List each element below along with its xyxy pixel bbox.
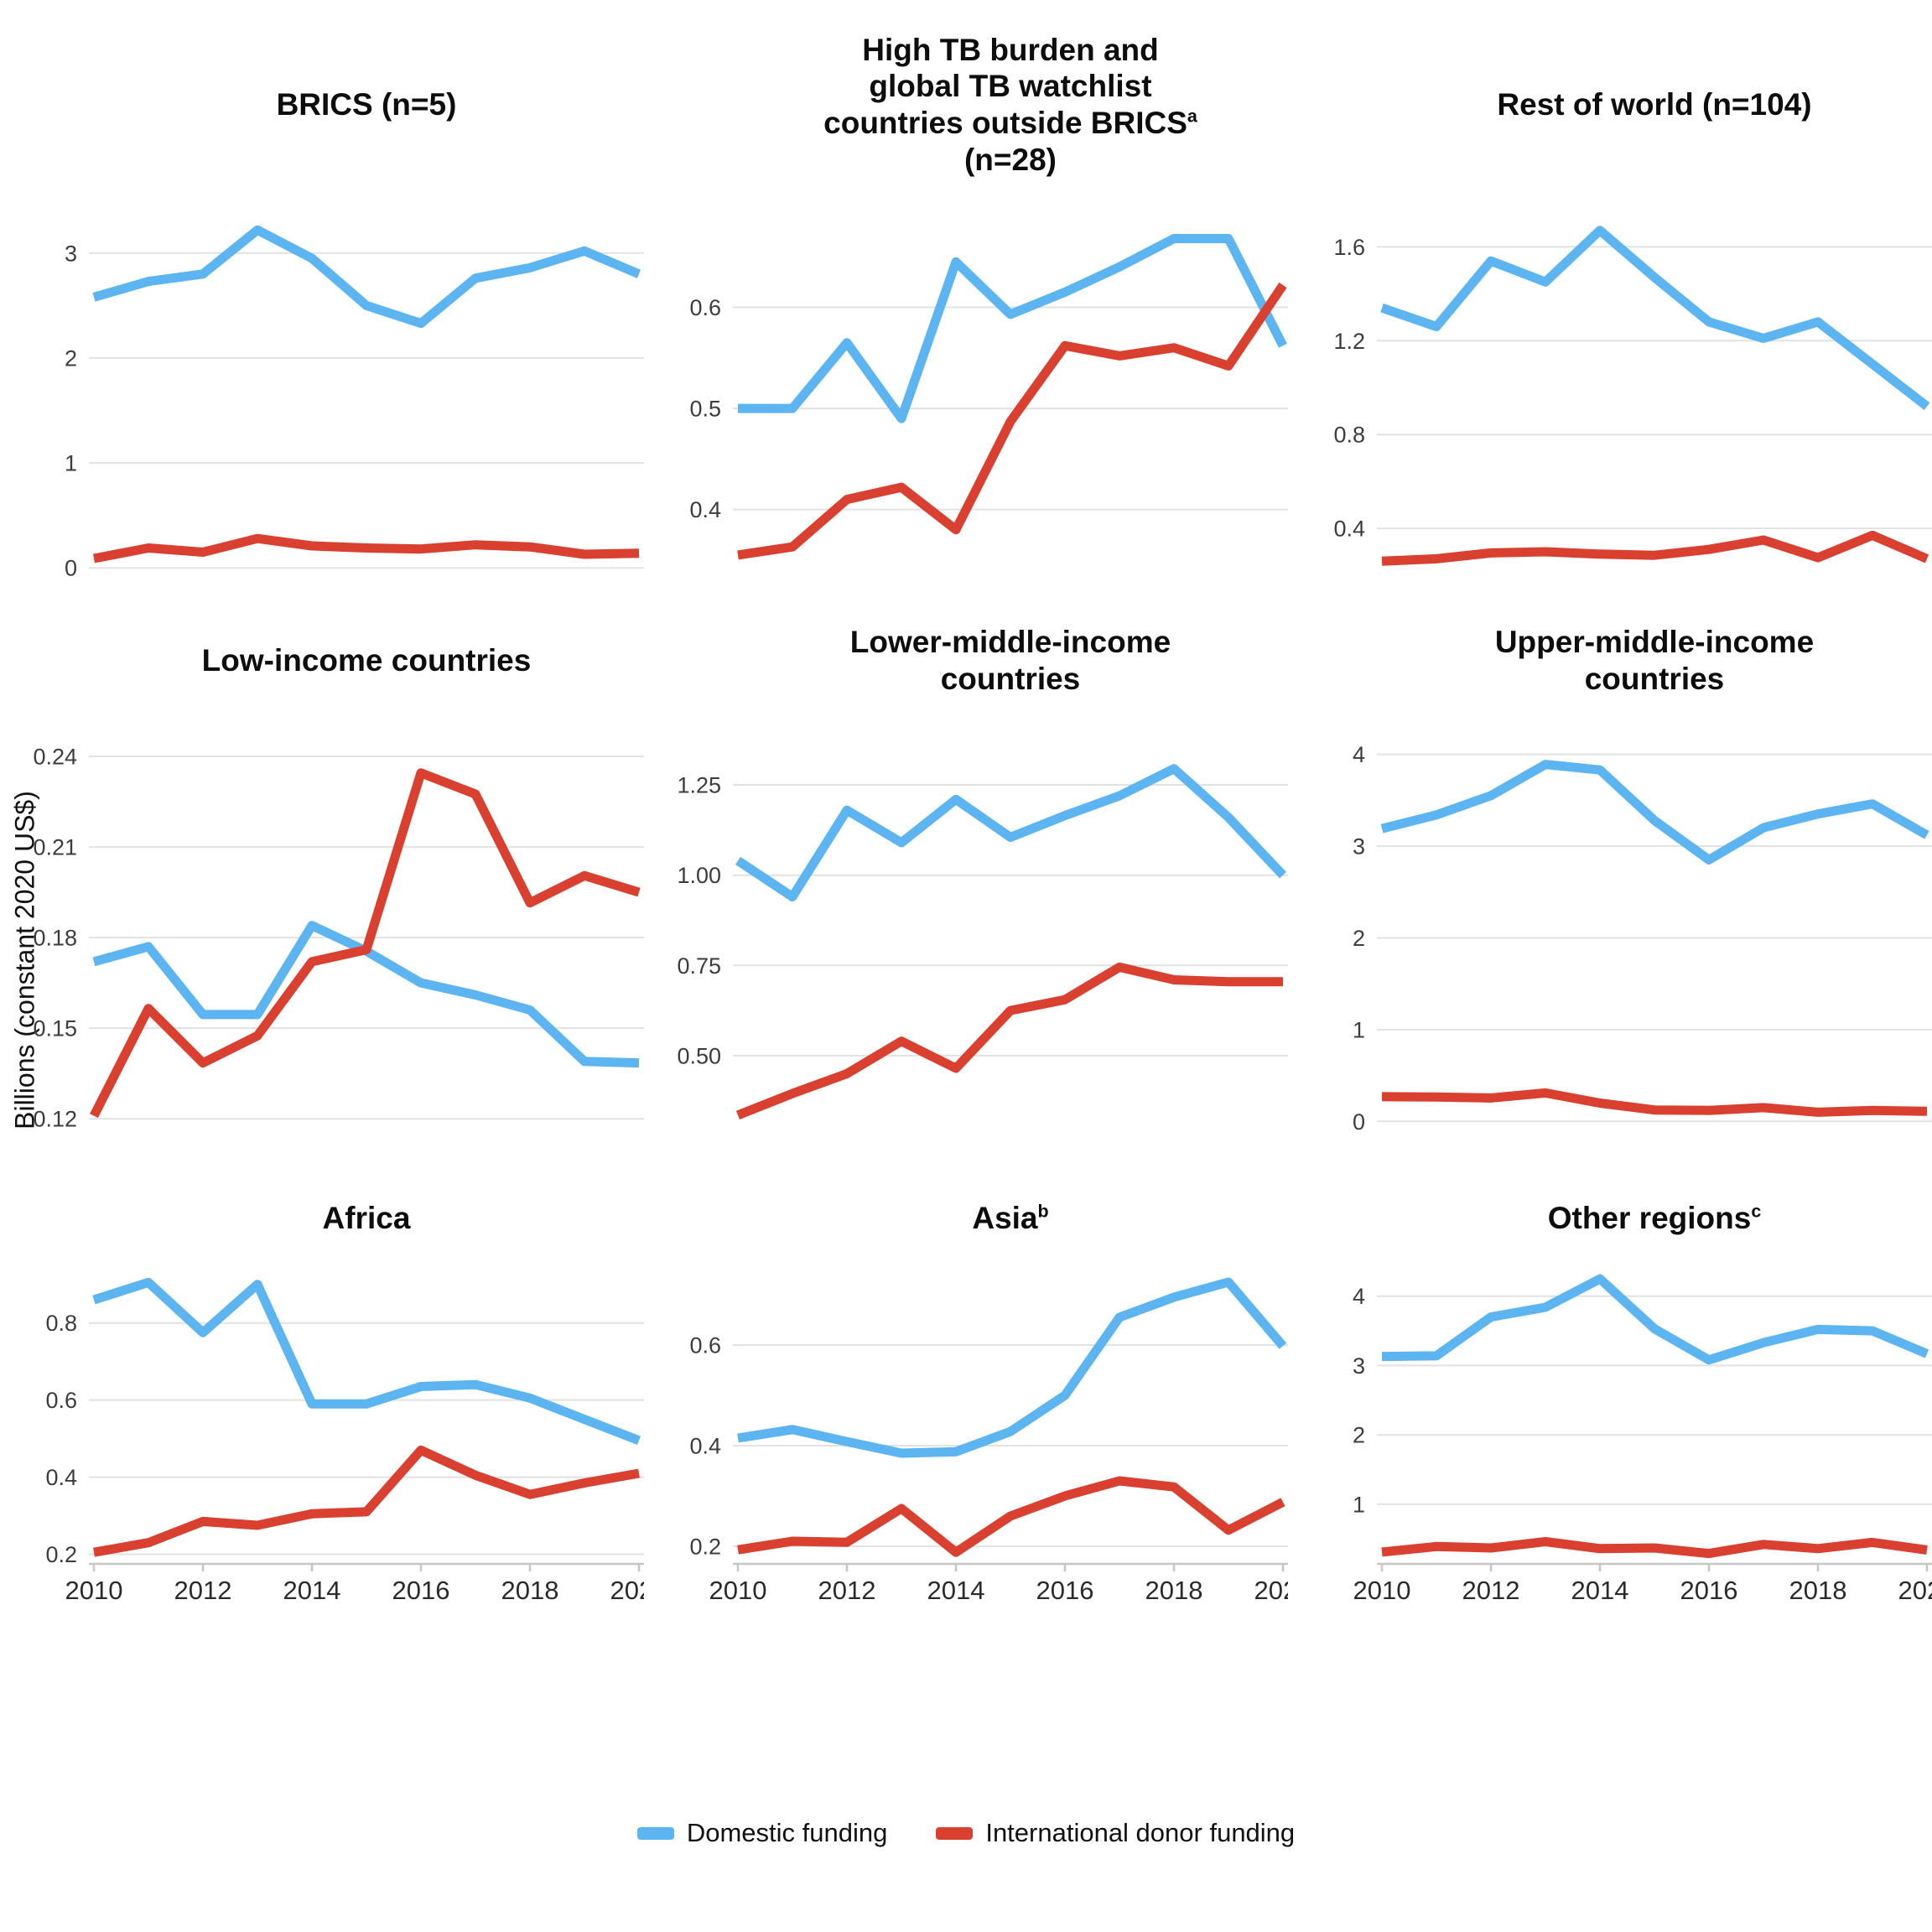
svg-text:1.2: 1.2 <box>1333 329 1365 354</box>
svg-text:0.5: 0.5 <box>689 397 721 422</box>
svg-text:0.21: 0.21 <box>33 835 77 860</box>
legend-item-domestic: Domestic funding <box>636 1818 888 1848</box>
svg-text:1: 1 <box>1353 1492 1365 1517</box>
svg-text:0.15: 0.15 <box>33 1016 77 1041</box>
svg-text:1.25: 1.25 <box>677 772 721 797</box>
svg-text:0.50: 0.50 <box>677 1043 721 1068</box>
chart-title: Lower-middle-income countries <box>849 624 1171 696</box>
svg-text:2020: 2020 <box>1898 1576 1932 1605</box>
chart-title: Africa <box>322 1201 411 1236</box>
chart-title: Asiab <box>972 1201 1049 1236</box>
svg-text:2010: 2010 <box>65 1576 123 1605</box>
svg-text:1.00: 1.00 <box>677 863 721 888</box>
svg-text:2012: 2012 <box>818 1576 876 1605</box>
panel-low-income: Low-income countries 0.12 0.15 0.18 0.21 0.2… <box>0 579 644 1132</box>
chart-title: High TB burden and global TB watchlist cou… <box>823 32 1197 177</box>
svg-text:2: 2 <box>1353 1423 1365 1448</box>
chart-title: Upper-middle-income countries <box>1494 624 1815 696</box>
svg-text:2016: 2016 <box>1680 1576 1738 1605</box>
chart-title: Rest of world (n=104) <box>1497 87 1812 122</box>
svg-text:2: 2 <box>65 345 77 371</box>
chart-plot: 0.2 0.4 0.6 2010 2012 2014 2016 2018 2020 <box>689 1277 1288 1605</box>
svg-text:2020: 2020 <box>610 1576 644 1605</box>
svg-text:2014: 2014 <box>927 1576 985 1605</box>
svg-text:0.2: 0.2 <box>45 1542 77 1567</box>
chart-plot: 0.4 0.8 1.2 1.6 <box>1333 226 1932 566</box>
svg-text:3: 3 <box>65 241 77 266</box>
svg-text:4: 4 <box>1353 742 1365 767</box>
svg-text:2018: 2018 <box>1789 1576 1847 1605</box>
svg-text:0.12: 0.12 <box>33 1107 77 1132</box>
svg-text:0.4: 0.4 <box>689 1433 721 1458</box>
svg-text:0.24: 0.24 <box>33 744 77 769</box>
svg-text:2012: 2012 <box>174 1576 232 1605</box>
chart-plot: 0.4 0.5 0.6 <box>689 234 1288 560</box>
panel-lower-middle-income: Lower-middle-income countries 0.50 0.75 1.0… <box>644 579 1288 1132</box>
legend-swatch-domestic-funding <box>636 1826 674 1840</box>
legend: Domestic funding International donor fun… <box>0 1818 1932 1848</box>
legend-item-donor: International donor funding <box>936 1818 1295 1848</box>
svg-text:0.6: 0.6 <box>45 1388 77 1413</box>
charts-grid: BRICS (n=5) 0 1 2 3 High TB burden and globa… <box>0 0 1932 1621</box>
svg-text:2018: 2018 <box>501 1576 559 1605</box>
svg-text:1: 1 <box>1353 1017 1365 1042</box>
svg-text:1: 1 <box>65 451 77 476</box>
svg-text:0.4: 0.4 <box>45 1465 77 1490</box>
svg-text:2014: 2014 <box>283 1576 341 1605</box>
legend-label-donor: International donor funding <box>985 1818 1296 1847</box>
svg-text:2016: 2016 <box>392 1576 450 1605</box>
panel-africa: Africa 0.2 0.4 0.6 0.8 2010 2012 2014 2016 2018 2… <box>0 1132 644 1621</box>
svg-text:1.6: 1.6 <box>1333 235 1365 260</box>
panel-upper-middle-income: Upper-middle-income countries 0 1 2 3 4 <box>1288 579 1932 1132</box>
chart-title: BRICS (n=5) <box>276 87 457 122</box>
panel-asia: Asiab 0.2 0.4 0.6 2010 2012 2014 2016 2018 2020 <box>644 1132 1288 1621</box>
svg-text:0.4: 0.4 <box>1333 517 1365 542</box>
chart-plot: 0.12 0.15 0.18 0.21 0.24 <box>33 744 644 1132</box>
svg-text:2: 2 <box>1353 926 1365 951</box>
panel-rest-of-world: Rest of world (n=104) 0.4 0.8 1.2 1.6 <box>1288 0 1932 579</box>
svg-text:0.75: 0.75 <box>677 953 721 979</box>
svg-text:0.6: 0.6 <box>689 295 721 320</box>
svg-text:4: 4 <box>1353 1284 1365 1309</box>
legend-swatch-international-donor-funding <box>936 1826 974 1840</box>
chart-title: Low-income countries <box>201 642 532 678</box>
chart-plot: 1 2 3 4 2010 2012 2014 2016 2018 2020 <box>1353 1274 1932 1605</box>
svg-text:0: 0 <box>65 556 77 579</box>
panel-high-tb-burden-watchlist: High TB burden and global TB watchlist cou… <box>644 0 1288 579</box>
svg-text:2014: 2014 <box>1571 1576 1629 1605</box>
svg-text:0.8: 0.8 <box>1333 423 1365 448</box>
svg-text:0.18: 0.18 <box>33 926 77 951</box>
legend-label-domestic: Domestic funding <box>686 1818 888 1847</box>
svg-text:0.6: 0.6 <box>689 1332 721 1358</box>
chart-plot: 0 1 2 3 4 <box>1353 742 1932 1132</box>
panel-brics: BRICS (n=5) 0 1 2 3 <box>0 0 644 579</box>
chart-plot: 0.50 0.75 1.00 1.25 <box>677 764 1288 1120</box>
chart-title: Other regionsc <box>1547 1201 1762 1236</box>
svg-text:2010: 2010 <box>709 1576 767 1605</box>
svg-text:0.2: 0.2 <box>689 1534 721 1559</box>
svg-text:0.8: 0.8 <box>45 1311 77 1336</box>
chart-plot: 0.2 0.4 0.6 0.8 2010 2012 2014 2016 2018 2020 <box>45 1277 644 1605</box>
chart-plot: 0 1 2 3 <box>65 225 644 579</box>
svg-text:2018: 2018 <box>1145 1576 1203 1605</box>
panel-other-regions: Other regionsc 1 2 3 4 2010 2012 2014 2016 2018 2… <box>1288 1132 1932 1621</box>
svg-text:2010: 2010 <box>1353 1576 1411 1605</box>
svg-text:2020: 2020 <box>1254 1576 1288 1605</box>
svg-text:2012: 2012 <box>1462 1576 1520 1605</box>
svg-text:2016: 2016 <box>1036 1576 1094 1605</box>
svg-text:0.4: 0.4 <box>689 497 721 522</box>
svg-text:0: 0 <box>1353 1109 1365 1132</box>
svg-text:3: 3 <box>1353 1353 1365 1379</box>
svg-text:3: 3 <box>1353 834 1365 859</box>
